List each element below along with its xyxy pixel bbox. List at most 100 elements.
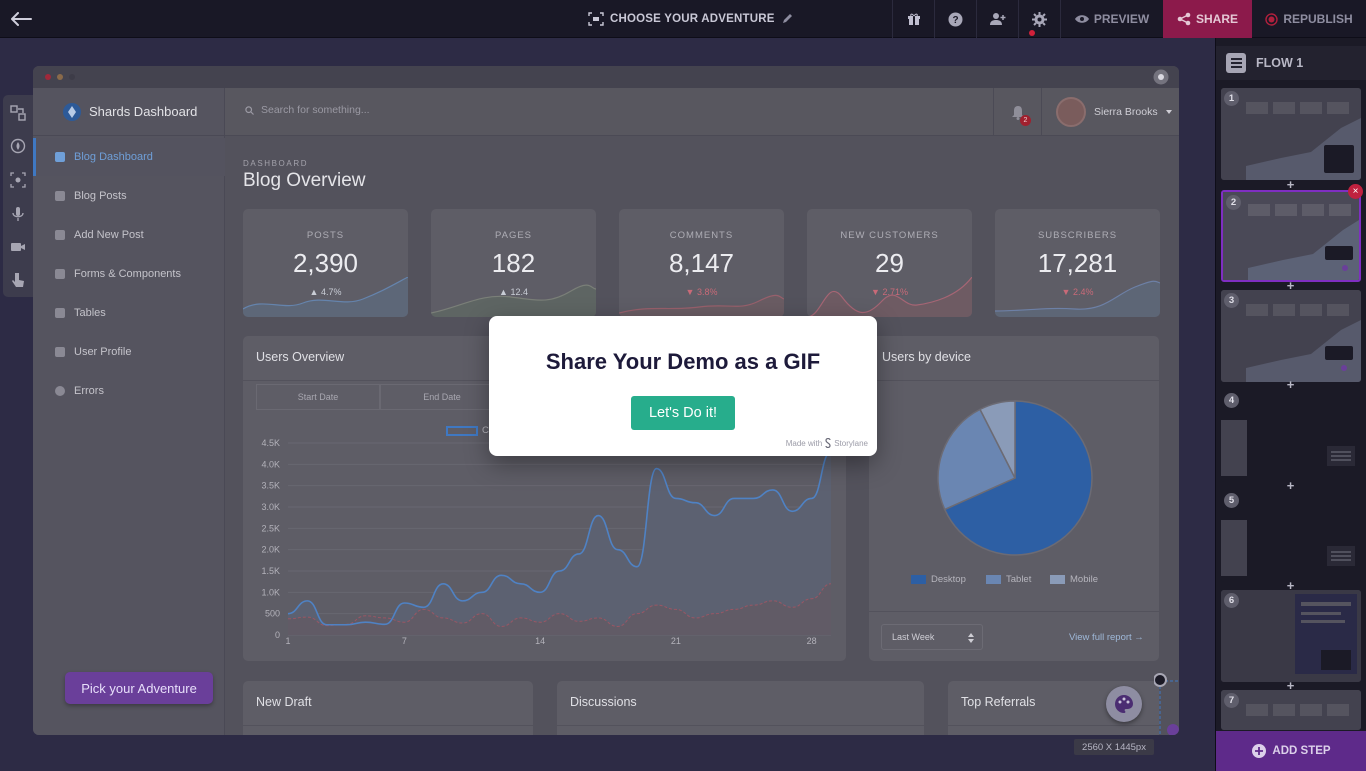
start-date-input[interactable]: Start Date <box>256 384 380 410</box>
preview-button[interactable]: PREVIEW <box>1060 0 1163 38</box>
period-select[interactable]: Last Week <box>881 624 983 650</box>
dashboard-brand[interactable]: Shards Dashboard <box>33 88 225 136</box>
nav-label: User Profile <box>74 346 132 358</box>
stat-card-pages: PAGES 182 ▲ 12.4 <box>431 209 596 317</box>
nav-add-new-post[interactable]: Add New Post <box>33 216 225 254</box>
delete-step-button[interactable]: × <box>1348 184 1363 199</box>
share-button[interactable]: SHARE <box>1163 0 1252 38</box>
nav-tables[interactable]: Tables <box>33 294 225 332</box>
nav-blog-dashboard[interactable]: Blog Dashboard <box>33 138 225 176</box>
y-tick-label: 2.5K <box>261 523 280 533</box>
series-line-current <box>287 450 832 626</box>
made-with-storylane[interactable]: Made with Storylane <box>786 438 868 448</box>
list-icon <box>55 191 65 201</box>
users-by-device-card: Users by device Desktop Tablet Mobile La… <box>869 336 1159 661</box>
step-number: 6 <box>1224 593 1239 608</box>
step-thumbnail-1[interactable]: 1 <box>1221 88 1361 180</box>
search-icon <box>245 105 254 115</box>
step-thumbnail-4[interactable]: 4 <box>1221 390 1361 482</box>
step-preview <box>1221 420 1355 476</box>
share-gif-modal: Share Your Demo as a GIF Let's Do it! Ma… <box>489 316 877 456</box>
add-step-between[interactable]: + <box>1286 278 1295 293</box>
video-icon[interactable] <box>10 239 26 255</box>
series-area-current <box>288 451 831 635</box>
flow-header[interactable]: FLOW 1 <box>1216 46 1366 80</box>
brand-name: Shards Dashboard <box>89 104 198 119</box>
legend-swatch <box>911 575 926 584</box>
add-step-button[interactable]: ADD STEP <box>1216 731 1366 771</box>
y-tick-label: 1.5K <box>261 566 280 576</box>
add-step-between[interactable]: + <box>1286 478 1295 493</box>
share-icon <box>1177 12 1191 26</box>
modal-title: Share Your Demo as a GIF <box>545 349 821 374</box>
back-button[interactable] <box>6 4 36 34</box>
legend-label: Mobile <box>1070 574 1098 585</box>
step-number: 3 <box>1224 293 1239 308</box>
add-step-between[interactable]: + <box>1286 377 1295 392</box>
pointer-icon[interactable] <box>10 272 26 288</box>
republish-button[interactable]: REPUBLISH <box>1252 0 1366 38</box>
flow-switch-icon[interactable] <box>10 105 26 121</box>
pick-adventure-button[interactable]: Pick your Adventure <box>65 672 213 704</box>
add-user-button[interactable] <box>976 0 1018 38</box>
lets-do-it-button[interactable]: Let's Do it! <box>631 396 735 430</box>
gear-icon <box>1032 11 1047 27</box>
view-full-report-link[interactable]: View full report → <box>1069 632 1144 643</box>
storylane-logo-icon <box>825 438 831 448</box>
person-icon <box>55 347 65 357</box>
sparkline <box>807 277 972 317</box>
theme-palette-button[interactable] <box>1106 686 1142 722</box>
settings-button[interactable] <box>1018 0 1060 38</box>
grid-icon <box>55 269 65 279</box>
add-step-between[interactable]: + <box>1286 578 1295 593</box>
palette-icon <box>1115 695 1133 713</box>
step-thumbnail-3[interactable]: 3 <box>1221 290 1361 382</box>
step-number: 4 <box>1224 393 1239 408</box>
plus-circle-icon <box>1252 744 1267 758</box>
notifications-button[interactable]: 2 <box>993 88 1041 136</box>
step-thumbnail-7[interactable]: 7 <box>1221 690 1361 730</box>
step-number: 7 <box>1224 693 1239 708</box>
stat-label: NEW CUSTOMERS <box>840 230 939 241</box>
sun-icon[interactable] <box>1153 69 1169 85</box>
add-user-icon <box>989 13 1005 25</box>
nav-errors[interactable]: Errors <box>33 372 225 410</box>
discussions-card: Discussions <box>557 681 924 735</box>
resize-handle[interactable] <box>1154 666 1179 735</box>
gift-icon <box>907 13 920 25</box>
add-step-between[interactable]: + <box>1286 177 1295 192</box>
y-tick-label: 2.0K <box>261 545 280 555</box>
stat-change: ▼ 2.4% <box>1061 287 1094 297</box>
nav-blog-posts[interactable]: Blog Posts <box>33 177 225 215</box>
stat-label: PAGES <box>494 230 533 241</box>
nav-user-profile[interactable]: User Profile <box>33 333 225 371</box>
legend-swatch <box>986 575 1001 584</box>
divider <box>869 380 1159 381</box>
legend-swatch <box>1050 575 1065 584</box>
storylane-name: Storylane <box>834 438 868 448</box>
add-step-between[interactable]: + <box>1286 678 1295 693</box>
minimize-dot <box>57 74 63 80</box>
step-preview <box>1223 192 1359 280</box>
gift-button[interactable] <box>892 0 934 38</box>
hotspot-icon[interactable] <box>10 138 26 154</box>
eye-scan-icon[interactable] <box>10 172 26 188</box>
dimension-badge: 2560 X 1445px <box>1074 739 1154 755</box>
close-dot <box>45 74 51 80</box>
flow-title-button[interactable]: CHOOSE YOUR ADVENTURE <box>588 0 793 38</box>
dashboard-search[interactable]: Search for something... <box>245 104 370 116</box>
help-button[interactable]: ? <box>934 0 976 38</box>
y-tick-label: 4.5K <box>261 438 280 448</box>
divider <box>557 725 924 726</box>
voiceover-icon[interactable] <box>10 206 26 222</box>
step-thumbnail-5[interactable]: 5 <box>1221 490 1361 582</box>
shards-logo-icon <box>63 102 81 121</box>
nav-forms-components[interactable]: Forms & Components <box>33 255 225 293</box>
nav-label: Tables <box>74 307 106 319</box>
step-thumbnail-2[interactable]: 2 <box>1221 190 1361 282</box>
step-preview <box>1221 88 1361 180</box>
user-menu[interactable]: Sierra Brooks <box>1041 88 1179 136</box>
step-thumbnail-6[interactable]: 6 <box>1221 590 1361 682</box>
stat-value: 8,147 <box>668 248 735 278</box>
